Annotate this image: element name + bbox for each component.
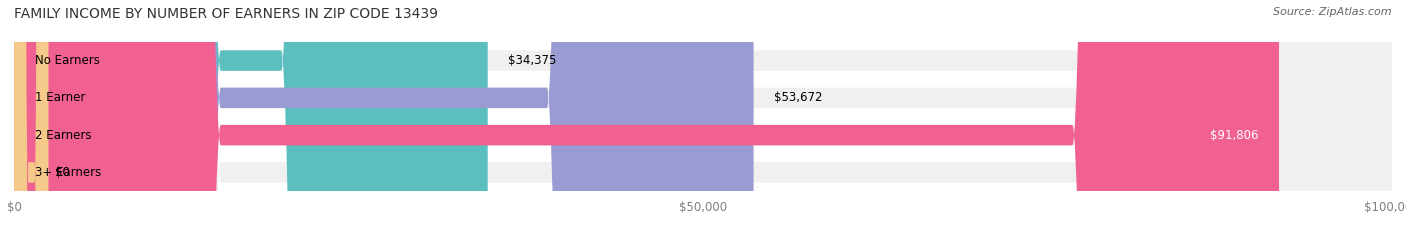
Text: $91,806: $91,806 — [1211, 129, 1258, 142]
Text: 1 Earner: 1 Earner — [35, 91, 86, 104]
FancyBboxPatch shape — [14, 0, 48, 233]
Text: $0: $0 — [55, 166, 70, 179]
Text: $34,375: $34,375 — [509, 54, 557, 67]
FancyBboxPatch shape — [14, 0, 1392, 233]
Text: $53,672: $53,672 — [775, 91, 823, 104]
FancyBboxPatch shape — [14, 0, 1392, 233]
Text: 2 Earners: 2 Earners — [35, 129, 91, 142]
FancyBboxPatch shape — [14, 0, 1279, 233]
FancyBboxPatch shape — [14, 0, 1392, 233]
Text: 3+ Earners: 3+ Earners — [35, 166, 101, 179]
Text: FAMILY INCOME BY NUMBER OF EARNERS IN ZIP CODE 13439: FAMILY INCOME BY NUMBER OF EARNERS IN ZI… — [14, 7, 439, 21]
Text: No Earners: No Earners — [35, 54, 100, 67]
FancyBboxPatch shape — [14, 0, 754, 233]
FancyBboxPatch shape — [14, 0, 1392, 233]
Text: Source: ZipAtlas.com: Source: ZipAtlas.com — [1274, 7, 1392, 17]
FancyBboxPatch shape — [14, 0, 488, 233]
